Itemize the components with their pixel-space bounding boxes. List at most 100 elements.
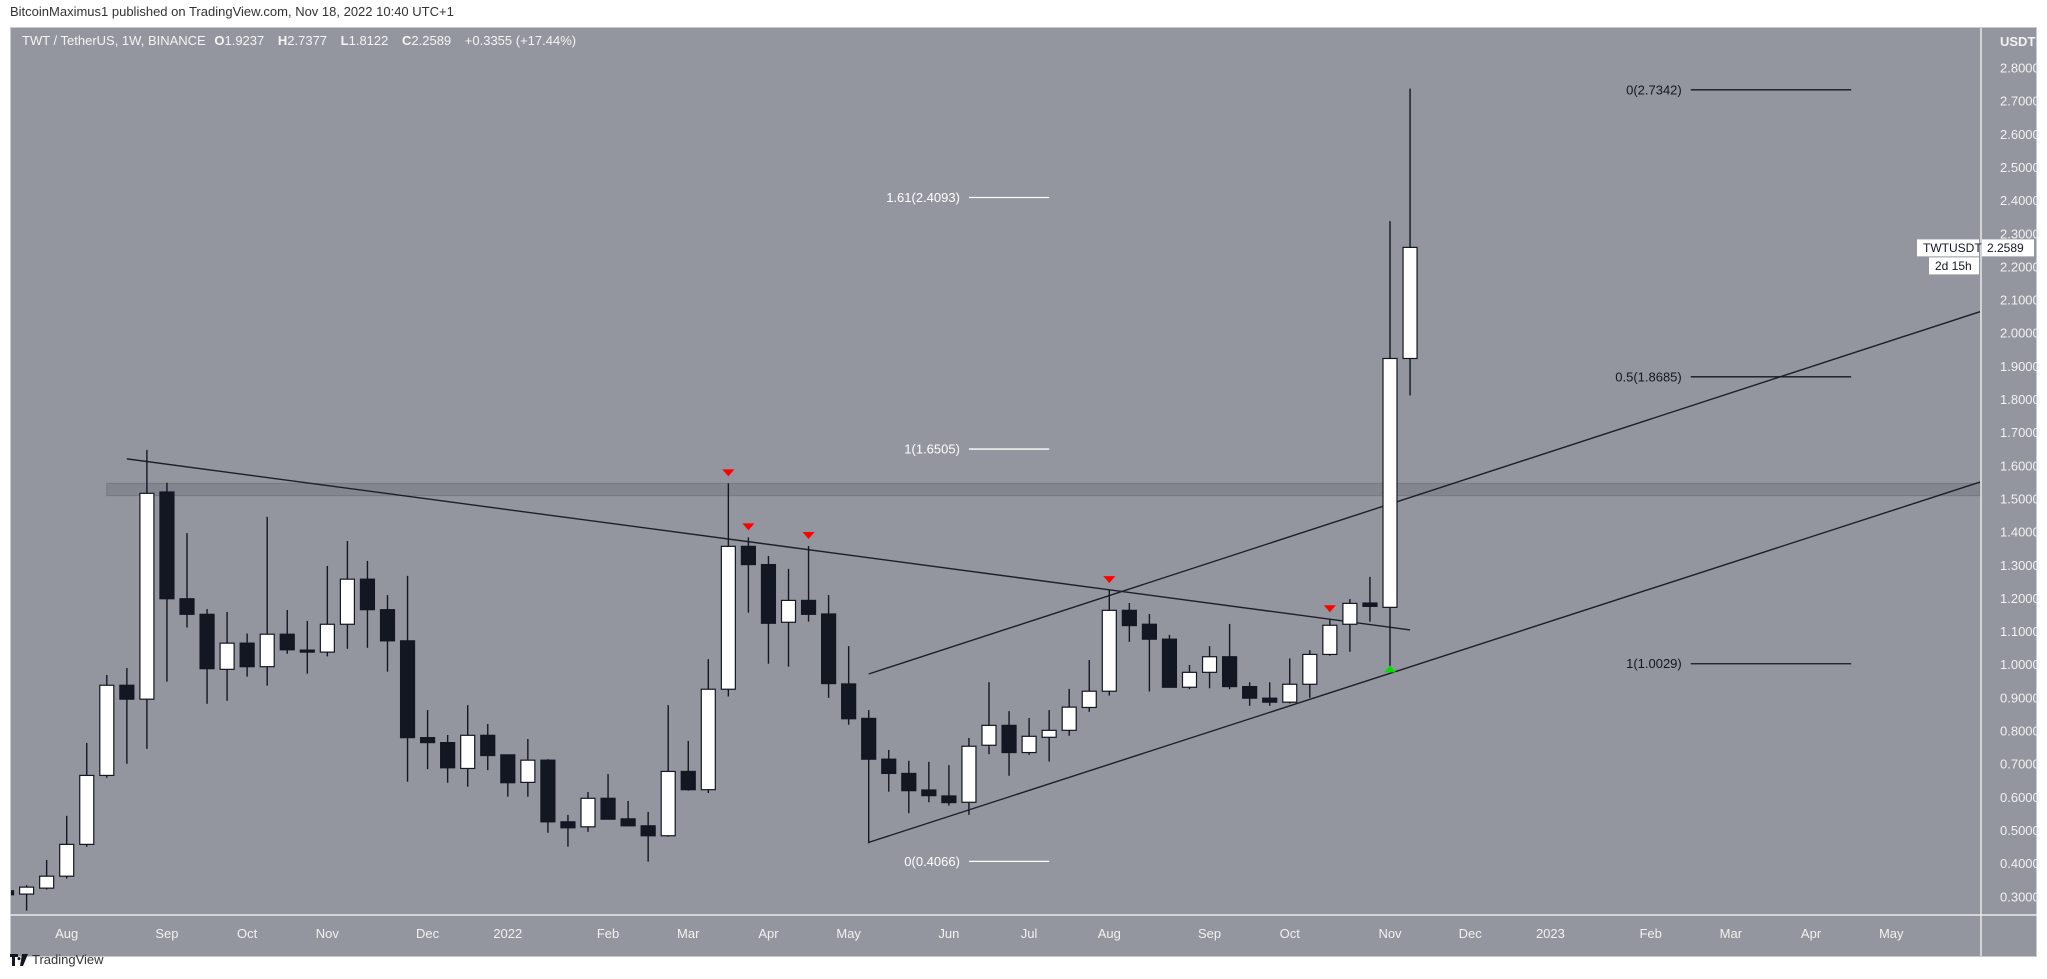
- candle-body: [99, 684, 115, 777]
- candle-body: [399, 640, 416, 739]
- candle-body: [620, 818, 636, 827]
- sell-arrow-marker: [722, 469, 735, 477]
- candle-body: [700, 688, 716, 791]
- price-tick-label: 2.0000: [2000, 326, 2040, 341]
- fib-level-label: 1.61(2.4093): [886, 190, 960, 205]
- candle-body: [1021, 735, 1037, 754]
- fib-level-label: 0(0.4066): [904, 854, 960, 869]
- publisher-caption: BitcoinMaximus1 published on TradingView…: [10, 4, 454, 19]
- ohlc-close: C2.2589: [402, 33, 456, 48]
- candle-body: [600, 797, 616, 820]
- candle: [1181, 665, 1198, 690]
- price-tick-label: 1.4000: [2000, 525, 2040, 540]
- ohlc-close-label: C: [402, 33, 412, 48]
- ohlc-high-value: 2.7377: [287, 33, 328, 48]
- time-axis-label: Oct: [1280, 926, 1301, 941]
- candle: [720, 483, 736, 697]
- ohlc-open: O1.9237: [214, 33, 269, 48]
- candle-body: [660, 770, 676, 837]
- candle: [1001, 711, 1017, 776]
- price-tick-label: 2.6000: [2000, 127, 2040, 142]
- candle: [780, 568, 797, 667]
- symbol-title[interactable]: TWT / TetherUS, 1W, BINANCE: [22, 33, 206, 48]
- price-tick-label: 2.8000: [2000, 61, 2040, 76]
- time-axis-label: Aug: [1098, 926, 1121, 941]
- candle: [921, 761, 937, 803]
- ohlc-low-value: 1.8122: [348, 33, 389, 48]
- price-tick-label: 0.8000: [2000, 724, 2040, 739]
- time-axis-label: Dec: [416, 926, 440, 941]
- candle-body: [420, 737, 436, 744]
- price-tick-label: 2.3000: [2000, 226, 2040, 241]
- candle-body: [259, 633, 275, 668]
- candle-body: [1322, 624, 1338, 656]
- candle-body: [1362, 602, 1378, 607]
- candle: [560, 814, 576, 847]
- candle-body: [820, 613, 837, 685]
- candle: [11, 890, 15, 896]
- candle: [199, 609, 215, 704]
- candle-body: [199, 613, 215, 670]
- candle: [460, 705, 476, 787]
- candle: [861, 710, 877, 844]
- candle: [1161, 634, 1178, 688]
- candle-body: [520, 759, 536, 783]
- ohlc-low: L1.8122: [341, 33, 394, 48]
- candle-body: [1041, 729, 1057, 738]
- candle: [1041, 710, 1057, 762]
- price-tick-label: 1.6000: [2000, 458, 2040, 473]
- footer: TradingView: [10, 952, 104, 967]
- candle-body: [740, 545, 757, 566]
- candle: [700, 659, 716, 793]
- candle: [39, 859, 55, 890]
- price-tick-label: 1.1000: [2000, 624, 2040, 639]
- candle: [379, 595, 396, 672]
- candle: [99, 674, 115, 778]
- candle: [941, 765, 957, 806]
- time-axis-label: Nov: [316, 926, 340, 941]
- candle-body: [59, 843, 75, 877]
- trendline: [868, 481, 1981, 844]
- candle-body: [680, 770, 696, 791]
- candle-body: [1201, 656, 1218, 673]
- candle: [119, 668, 135, 764]
- candle-body: [560, 821, 576, 829]
- candle: [500, 754, 516, 797]
- bar-countdown: 2d 15h: [1935, 259, 1972, 273]
- candle-body: [1141, 623, 1158, 640]
- candle-body: [440, 742, 456, 769]
- candle: [480, 724, 496, 771]
- time-axis-label: 2022: [493, 926, 522, 941]
- candle-body: [299, 649, 315, 653]
- ohlc-open-value: 1.9237: [224, 33, 265, 48]
- time-axis-label: Nov: [1378, 926, 1402, 941]
- candle-body: [921, 789, 937, 797]
- candle: [520, 738, 536, 797]
- candle-body: [961, 745, 977, 803]
- price-tick-label: 1.0000: [2000, 657, 2040, 672]
- symbol-label-box: [1917, 239, 1979, 257]
- candle-body: [39, 875, 55, 889]
- footer-brand[interactable]: TradingView: [32, 952, 104, 967]
- price-tick-label: 2.5000: [2000, 160, 2040, 175]
- fib-level-label: 0.5(1.8685): [1615, 369, 1682, 384]
- candle-body: [881, 758, 897, 775]
- bar-countdown-box: [1929, 257, 1979, 275]
- trendline: [126, 458, 1411, 631]
- candle-body: [1262, 697, 1278, 703]
- ohlc-high-label: H: [277, 33, 288, 48]
- candle-body: [279, 633, 295, 651]
- fib-level-label: 1(1.6505): [904, 442, 960, 457]
- candle: [740, 537, 757, 613]
- price-tick-label: 1.9000: [2000, 359, 2040, 374]
- candle: [219, 611, 235, 701]
- ohlc-low-label: L: [340, 33, 349, 48]
- sell-arrow-marker: [1323, 605, 1336, 613]
- tradingview-logo-icon: [10, 953, 28, 966]
- price-tick-label: 0.3000: [2000, 889, 2040, 904]
- price-tick-label: 0.6000: [2000, 790, 2040, 805]
- candle: [420, 710, 436, 770]
- price-tick-label: 2.7000: [2000, 94, 2040, 109]
- candle: [1362, 576, 1378, 622]
